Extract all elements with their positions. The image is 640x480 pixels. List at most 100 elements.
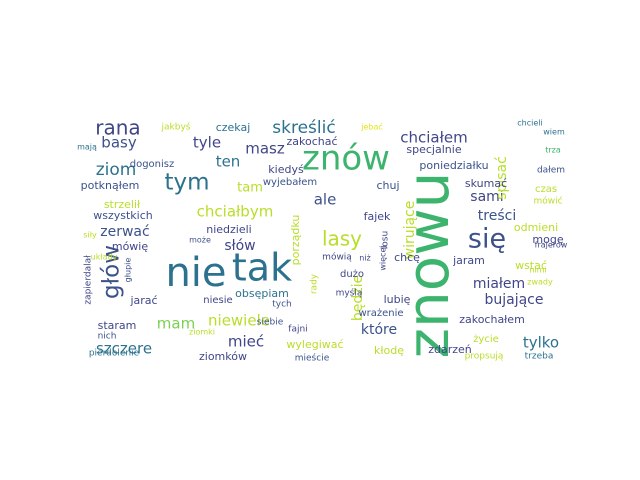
cloud-word: nie [165,250,226,296]
cloud-word: tylko [523,334,559,352]
cloud-word: jakbyś [161,122,191,133]
cloud-word: wylegiwać [286,338,343,351]
cloud-word: wirujące [402,201,418,260]
cloud-word: obsępiam [235,287,289,300]
cloud-word: zerwać [100,224,149,240]
cloud-word: trza [545,146,561,155]
cloud-word: kłodę [374,344,404,357]
cloud-word: zakochać [286,135,337,148]
cloud-word: fajni [288,325,307,335]
cloud-word: poniedziałku [419,159,488,172]
cloud-word: chciałbym [197,203,274,221]
cloud-word: szczere [96,340,152,358]
cloud-word: zakochałem [459,313,525,326]
cloud-word: tam [237,181,263,196]
cloud-word: dogonisz [130,159,175,170]
cloud-word: kiedyś [268,163,304,176]
cloud-word: chciałem [400,129,467,147]
cloud-word: myślą [336,288,363,299]
cloud-word: fajek [364,210,391,223]
cloud-word: mówią [322,252,352,263]
cloud-word: się [468,224,506,255]
cloud-word: odmieni [514,221,558,234]
cloud-word: chuj [376,179,399,192]
cloud-word: ziom [96,160,137,180]
cloud-word: sami [470,189,503,205]
cloud-word: tyle [193,134,221,152]
cloud-word: nich [98,332,117,342]
cloud-word: lasy [322,227,362,251]
cloud-word: zapierdalał [84,255,94,305]
cloud-word: ale [314,191,337,209]
cloud-word: propsują [465,352,504,362]
cloud-word: treści [478,208,516,224]
cloud-word: staram [98,319,137,332]
cloud-word: bujające [484,292,543,308]
cloud-word: ziomki [189,328,215,337]
cloud-word: znowu [394,172,462,359]
cloud-word: trzeba [525,352,554,362]
cloud-word: czas [535,184,557,195]
cloud-word: zwady [527,278,553,287]
cloud-word: mówić [533,196,562,207]
cloud-word: dałem [537,166,565,176]
cloud-word: skreślić [272,118,335,138]
cloud-word: niesie [203,295,232,306]
cloud-word: dużo [340,269,364,280]
cloud-word: więcej [379,245,388,270]
cloud-word: tym [164,170,209,196]
cloud-word: czekaj [216,121,251,134]
cloud-word: niewiele [208,312,270,330]
cloud-word: będzie [350,275,366,321]
cloud-word: mieć [228,333,264,351]
cloud-word: tak [232,246,292,290]
cloud-word: wszystkich [93,209,153,222]
cloud-word: wiem [543,128,565,137]
cloud-word: mają [77,143,97,152]
cloud-word: jebać [360,122,383,132]
cloud-word: znów [302,139,390,179]
cloud-word: które [361,322,397,338]
cloud-word: jarać [129,294,157,307]
cloud-word: wrażenie [358,308,403,319]
cloud-word: wstać [515,259,547,272]
cloud-word: miałem [473,276,525,292]
cloud-word: układy [91,253,118,262]
cloud-word: ziomków [199,350,247,363]
cloud-word: siły [83,231,97,240]
cloud-word: ten [216,153,241,171]
cloud-word: głów [99,245,125,299]
cloud-word: rana [95,116,140,140]
cloud-word: porządku [289,215,302,266]
cloud-word: niedzieli [206,223,252,236]
cloud-word: mam [157,315,195,333]
cloud-word: może [189,236,211,245]
cloud-word: masz [245,140,285,158]
cloud-word: mieście [295,353,330,364]
cloud-word: mówię [112,240,148,253]
cloud-word: niż [359,254,371,263]
cloud-word: skumać [465,177,507,190]
cloud-word: chcę [394,251,420,264]
cloud-word: losu [381,231,391,249]
cloud-word: frajerów [535,240,568,250]
cloud-word: pierdolenie [89,349,140,359]
cloud-word: tych [272,300,292,310]
cloud-word: słów [224,238,255,254]
cloud-word: głupie [124,258,133,283]
cloud-word: strzelił [104,198,141,211]
cloud-word: chcieli [517,119,542,128]
cloud-word: nimi [529,266,546,275]
cloud-word: siebie [257,318,284,328]
cloud-word: życie [473,334,499,345]
cloud-word: jaram [452,254,485,267]
cloud-word: wyjebałem [263,177,317,188]
cloud-word: rady [310,273,320,294]
cloud-word: zdarzeń [428,343,472,356]
cloud-word: lubię [384,293,411,306]
cloud-word: basy [101,134,137,152]
cloud-word: specjalnie [406,143,461,156]
cloud-word: potknąłem [81,179,140,192]
cloud-word: mogę [532,233,563,246]
